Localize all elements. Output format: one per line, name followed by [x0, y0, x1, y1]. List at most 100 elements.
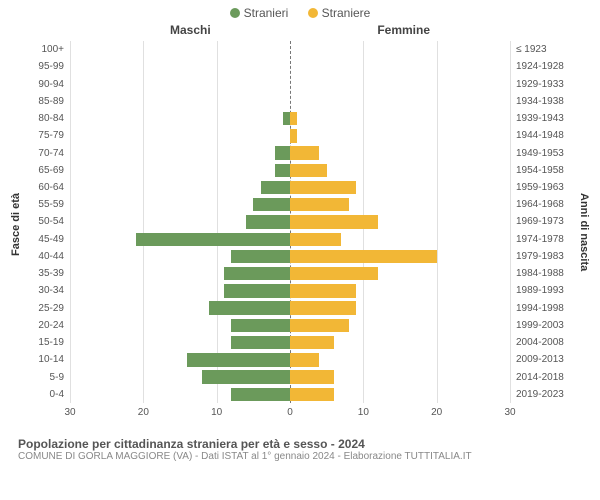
year-label: 1964-1968	[516, 199, 564, 210]
bar-male	[231, 336, 290, 349]
bar-male	[275, 146, 290, 159]
year-label: 1994-1998	[516, 303, 564, 314]
bar-female	[290, 181, 356, 194]
year-label: 2014-2018	[516, 372, 564, 383]
bar-female	[290, 233, 341, 246]
legend-label-male: Stranieri	[244, 6, 289, 20]
age-row: 15-192004-2008	[70, 334, 510, 351]
bar-male	[224, 284, 290, 297]
bar-male	[136, 233, 290, 246]
bar-male	[209, 301, 290, 314]
age-row: 5-92014-2018	[70, 369, 510, 386]
year-label: 1949-1953	[516, 148, 564, 159]
side-title-male: Maschi	[170, 23, 211, 37]
bar-male	[253, 198, 290, 211]
caption: Popolazione per cittadinanza straniera p…	[0, 433, 600, 462]
bar-female	[290, 284, 356, 297]
bar-female	[290, 353, 319, 366]
x-axis: 3020100102030	[70, 407, 510, 423]
year-label: 1944-1948	[516, 130, 564, 141]
bar-female	[290, 198, 349, 211]
age-label: 15-19	[38, 337, 64, 348]
age-label: 35-39	[38, 268, 64, 279]
age-label: 90-94	[38, 79, 64, 90]
bar-female	[290, 129, 297, 142]
caption-title: Popolazione per cittadinanza straniera p…	[18, 437, 590, 451]
legend-swatch-female	[308, 8, 318, 18]
age-label: 50-54	[38, 216, 64, 227]
year-label: 1954-1958	[516, 165, 564, 176]
age-row: 0-42019-2023	[70, 386, 510, 403]
age-row: 40-441979-1983	[70, 248, 510, 265]
age-label: 80-84	[38, 113, 64, 124]
year-label: 1929-1933	[516, 79, 564, 90]
age-label: 85-89	[38, 96, 64, 107]
age-row: 65-691954-1958	[70, 162, 510, 179]
x-tick-label: 10	[358, 407, 369, 418]
bar-female	[290, 370, 334, 383]
year-label: 1969-1973	[516, 216, 564, 227]
age-row: 10-142009-2013	[70, 351, 510, 368]
chart-area: Maschi Femmine Fasce di età Anni di nasc…	[20, 23, 580, 433]
age-label: 20-24	[38, 320, 64, 331]
bar-female	[290, 319, 349, 332]
bar-male	[187, 353, 290, 366]
x-tick-label: 0	[287, 407, 293, 418]
age-label: 75-79	[38, 130, 64, 141]
bar-male	[231, 250, 290, 263]
age-label: 30-34	[38, 285, 64, 296]
bar-male	[275, 164, 290, 177]
caption-subtitle: COMUNE DI GORLA MAGGIORE (VA) - Dati IST…	[18, 451, 590, 462]
year-label: 1939-1943	[516, 113, 564, 124]
age-label: 70-74	[38, 148, 64, 159]
bar-female	[290, 336, 334, 349]
bar-female	[290, 250, 437, 263]
year-label: 1934-1938	[516, 96, 564, 107]
x-tick-label: 20	[431, 407, 442, 418]
age-label: 60-64	[38, 182, 64, 193]
age-row: 45-491974-1978	[70, 231, 510, 248]
y-axis-label-left: Fasce di età	[10, 193, 22, 256]
age-label: 10-14	[38, 354, 64, 365]
x-tick-label: 20	[138, 407, 149, 418]
legend: Stranieri Straniere	[0, 0, 600, 23]
legend-item-female: Straniere	[308, 6, 371, 20]
x-tick-label: 30	[504, 407, 515, 418]
age-label: 40-44	[38, 251, 64, 262]
bar-female	[290, 388, 334, 401]
age-label: 0-4	[50, 389, 64, 400]
age-row: 60-641959-1963	[70, 179, 510, 196]
bar-female	[290, 267, 378, 280]
year-label: 2019-2023	[516, 389, 564, 400]
legend-item-male: Stranieri	[230, 6, 289, 20]
bar-female	[290, 164, 327, 177]
bar-female	[290, 112, 297, 125]
plot-region: 100+≤ 192395-991924-192890-941929-193385…	[70, 41, 510, 403]
year-label: 1984-1988	[516, 268, 564, 279]
year-label: 1979-1983	[516, 251, 564, 262]
age-row: 25-291994-1998	[70, 300, 510, 317]
age-label: 25-29	[38, 303, 64, 314]
bar-male	[231, 319, 290, 332]
legend-swatch-male	[230, 8, 240, 18]
year-label: 1989-1993	[516, 285, 564, 296]
year-label: ≤ 1923	[516, 44, 547, 55]
age-row: 90-941929-1933	[70, 75, 510, 92]
y-axis-label-right: Anni di nascita	[578, 193, 590, 271]
year-label: 2004-2008	[516, 337, 564, 348]
year-label: 1999-2003	[516, 320, 564, 331]
year-label: 1974-1978	[516, 234, 564, 245]
age-label: 95-99	[38, 61, 64, 72]
bar-male	[246, 215, 290, 228]
age-row: 35-391984-1988	[70, 265, 510, 282]
year-label: 1924-1928	[516, 61, 564, 72]
age-row: 20-241999-2003	[70, 317, 510, 334]
age-row: 30-341989-1993	[70, 282, 510, 299]
bar-male	[224, 267, 290, 280]
age-row: 70-741949-1953	[70, 144, 510, 161]
bar-female	[290, 146, 319, 159]
age-row: 50-541969-1973	[70, 213, 510, 230]
legend-label-female: Straniere	[322, 6, 371, 20]
side-title-female: Femmine	[377, 23, 430, 37]
age-label: 65-69	[38, 165, 64, 176]
